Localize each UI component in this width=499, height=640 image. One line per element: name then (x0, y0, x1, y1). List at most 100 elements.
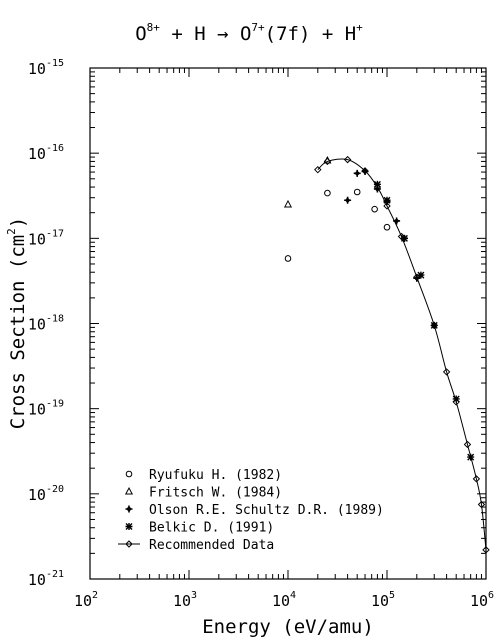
axis-ticks (89, 68, 486, 580)
data-point (371, 205, 378, 213)
y-axis-label-sup: 2 (5, 228, 18, 235)
title-part-a-sup: 8+ (147, 21, 161, 34)
data-point (383, 223, 391, 231)
marker-diamond (477, 500, 486, 509)
legend-label: Recommended Data (149, 538, 274, 553)
data-point (482, 546, 490, 554)
title-part-c: (7f) + H (265, 23, 357, 45)
data-point (383, 196, 391, 204)
title-part-c-sup: + (356, 21, 363, 34)
x-tick-label-exp: 5 (389, 590, 395, 601)
x-tick-label-exp: 6 (488, 590, 494, 601)
y-tick-label-exp: -19 (46, 399, 64, 410)
recommended-curve-line (317, 158, 487, 550)
legend-label: Ryufuku H. (1982) (149, 468, 282, 483)
legend-marker (125, 505, 133, 513)
marker-diamond (314, 165, 322, 174)
data-point (353, 188, 361, 196)
y-tick-label: 10-19 (28, 399, 64, 419)
x-tick-labels: 102 103 104 105 106 (74, 590, 494, 610)
marker-ring (126, 506, 132, 512)
data-point (430, 321, 438, 330)
data-point (323, 157, 332, 166)
marker-star (467, 453, 475, 461)
y-tick-label-base: 10 (28, 230, 46, 248)
x-tick-label-base: 10 (371, 592, 389, 610)
y-tick-label-exp: -17 (46, 228, 64, 239)
data-point (472, 475, 481, 483)
data-point (397, 232, 406, 241)
y-tick-label-exp: -21 (46, 569, 64, 580)
data-point (463, 440, 472, 449)
y-tick-label-exp: -18 (46, 314, 64, 325)
marker-circle (324, 189, 331, 197)
data-point (430, 321, 438, 329)
marker-circle (383, 223, 391, 231)
data-point (442, 368, 451, 376)
title-part-b: + H → O (160, 23, 252, 45)
x-tick-label: 103 (173, 590, 197, 610)
y-tick-label-exp: -15 (46, 58, 64, 69)
marker-diamond (361, 167, 369, 175)
chart-title: O8+ + H → O7+(7f) + H+ (135, 21, 363, 45)
marker-diamond (343, 155, 352, 164)
marker-circle (371, 205, 378, 213)
legend-label: Fritsch W. (1984) (149, 486, 282, 501)
marker-circle (125, 470, 133, 478)
legend-marker (124, 486, 134, 495)
x-tick-label-base: 10 (74, 592, 92, 610)
y-tick-label-base: 10 (28, 486, 46, 504)
data-point (413, 273, 421, 281)
data-point (324, 189, 331, 197)
marker-diamond (472, 475, 481, 483)
data-point (417, 271, 425, 279)
y-tick-label-base: 10 (28, 316, 46, 334)
data-point (393, 217, 401, 225)
marker-plus (353, 169, 361, 177)
legend-item: Belkic D. (1991) (125, 521, 274, 536)
marker-plus (393, 217, 401, 225)
x-tick-label: 105 (371, 590, 395, 610)
marker-star (383, 196, 391, 204)
marker-diamond (430, 321, 438, 330)
marker-star (400, 234, 408, 242)
data-points (283, 155, 490, 554)
marker-diamond (482, 546, 490, 554)
y-tick-label-exp: -16 (46, 143, 64, 154)
recommended-curve (317, 158, 487, 550)
x-tick-label-base: 10 (272, 592, 290, 610)
x-tick-label: 102 (74, 590, 98, 610)
x-tick-label-base: 10 (470, 592, 488, 610)
legend-marker (125, 540, 133, 548)
data-point (353, 169, 361, 177)
marker-diamond (413, 273, 421, 281)
legend-item: Recommended Data (118, 538, 274, 553)
y-tick-label-base: 10 (28, 145, 46, 163)
data-point (283, 199, 293, 208)
data-point (343, 155, 352, 164)
marker-diamond (442, 368, 451, 376)
x-tick-label-exp: 4 (290, 590, 296, 601)
legend-item: Fritsch W. (1984) (124, 486, 282, 501)
x-tick-label: 104 (272, 590, 296, 610)
marker-ring (345, 198, 350, 203)
marker-diamond (383, 202, 391, 210)
title-part-a: O (135, 23, 146, 45)
y-tick-label-base: 10 (28, 60, 46, 78)
y-tick-label-exp: -20 (46, 484, 64, 495)
x-axis-label: Energy (eV/amu) (202, 616, 374, 638)
marker-circle (353, 188, 361, 196)
legend-label: Olson R.E. Schultz D.R. (1989) (149, 503, 384, 518)
marker-circle (284, 255, 292, 262)
y-tick-label-base: 10 (28, 401, 46, 419)
x-tick-label-exp: 3 (191, 590, 197, 601)
data-point (344, 196, 352, 204)
marker-diamond (323, 157, 332, 166)
title-part-b-sup: 7+ (251, 21, 265, 34)
y-tick-label: 10-18 (28, 314, 64, 334)
legend-item: Olson R.E. Schultz D.R. (1989) (125, 503, 384, 518)
marker-star (417, 271, 425, 279)
legend-marker (125, 470, 133, 478)
